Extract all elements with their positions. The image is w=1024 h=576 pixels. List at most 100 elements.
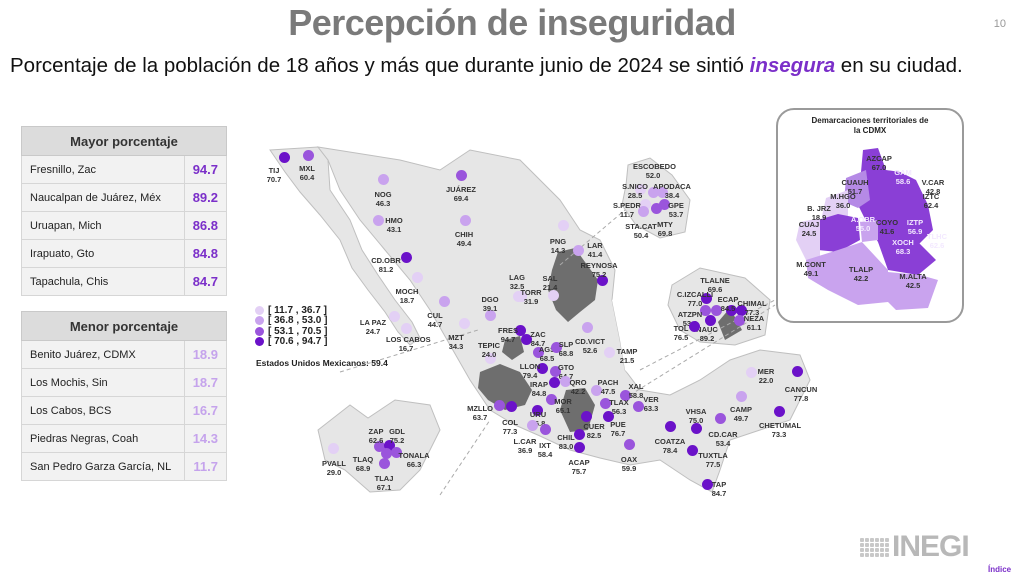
- city-name: Tapachula, Chis: [21, 267, 185, 296]
- subtitle-text-pre: Porcentaje de la población de 18 años y …: [10, 54, 750, 77]
- city-marker: [791, 365, 803, 377]
- city-label: TLALNE 69.6: [700, 276, 730, 294]
- city-label: ESCOBEDO 52.0: [633, 162, 676, 180]
- city-label: TAMP 21.5: [616, 347, 638, 365]
- city-value: 18.7: [183, 368, 228, 397]
- city-marker: [773, 405, 785, 417]
- city-name: Irapuato, Gto: [21, 239, 185, 268]
- city-marker: [710, 304, 722, 316]
- city-label: IXT 58.4: [537, 441, 553, 459]
- city-label: ATZPN 53.2: [677, 310, 703, 328]
- city-label: ACAP 75.7: [568, 458, 590, 476]
- city-marker: [700, 292, 712, 304]
- city-marker: [714, 412, 726, 424]
- city-marker: [656, 186, 668, 198]
- city-value: 89.2: [183, 183, 228, 212]
- table-row: Naucalpan de Juárez, Méx 89.2: [21, 183, 228, 212]
- city-marker: [550, 341, 562, 353]
- legend-label: [ 11.7 , 36.7 ]: [268, 304, 327, 316]
- city-label: MXL 60.4: [299, 164, 315, 182]
- city-marker: [539, 423, 551, 435]
- city-marker: [688, 320, 700, 332]
- city-marker: [745, 366, 757, 378]
- city-marker: [400, 251, 412, 263]
- city-value: 84.8: [183, 239, 228, 268]
- city-marker: [634, 183, 646, 195]
- subtitle: Porcentaje de la población de 18 años y …: [10, 52, 1015, 79]
- city-marker: [699, 304, 711, 316]
- city-label: TLAQ 68.9: [352, 455, 374, 473]
- city-label: SAL 21.4: [542, 274, 558, 292]
- city-label: ZAC 84.7: [530, 330, 546, 348]
- city-marker: [690, 422, 702, 434]
- city-marker: [512, 290, 524, 302]
- cdmx-map: [796, 148, 938, 310]
- city-label: C.IZCALLI 77.0: [676, 290, 714, 308]
- city-name: Los Cabos, BCS: [21, 396, 185, 425]
- city-label: HMO 43.1: [385, 216, 403, 234]
- inegi-logo: INEGI: [860, 530, 970, 564]
- city-label: FRES 94.7: [497, 326, 518, 344]
- city-marker: [545, 393, 557, 405]
- city-label: OAX 59.9: [620, 455, 638, 473]
- city-marker: [623, 438, 635, 450]
- legend-swatch: [255, 305, 264, 315]
- city-marker: [647, 186, 659, 198]
- city-value: 14.3: [183, 424, 228, 453]
- city-marker: [735, 304, 747, 316]
- city-label: TAP 84.7: [711, 480, 727, 498]
- city-label: NOG 46.3: [374, 190, 392, 208]
- city-label: TIJ 70.7: [266, 166, 282, 184]
- city-name: Los Mochis, Sin: [21, 368, 185, 397]
- table-row: Los Cabos, BCS 16.7: [21, 396, 228, 425]
- city-label: TEPIC 24.0: [477, 341, 501, 359]
- city-label: TLAJ 67.1: [374, 474, 394, 492]
- district-label: CUAUH 51.7: [841, 178, 869, 196]
- city-name: Piedras Negras, Coah: [21, 424, 185, 453]
- city-marker: [549, 365, 561, 377]
- city-marker: [619, 389, 631, 401]
- city-label: TORR 31.9: [520, 288, 542, 306]
- city-label: LA PAZ 24.7: [359, 318, 387, 336]
- city-label: APODACA 38.4: [653, 182, 691, 200]
- national-label: Estados Unidos Mexicanos:: [256, 358, 369, 368]
- city-marker: [411, 271, 423, 283]
- legend-swatch: [255, 316, 264, 326]
- table-row: Uruapan, Mich 86.8: [21, 211, 228, 240]
- city-label: CD.OBR 81.2: [371, 256, 401, 274]
- table-row: Irapuato, Gto 84.8: [21, 239, 228, 268]
- city-label: SLP 68.8: [558, 340, 574, 358]
- district-label: AZCAP 67.0: [866, 154, 892, 172]
- city-label: GTO 64.7: [557, 363, 575, 381]
- city-marker: [327, 442, 339, 454]
- cdmx-title: Demarcaciones territoriales de la CDMX: [778, 116, 962, 136]
- city-label: TUXTLA 77.5: [698, 451, 728, 469]
- city-marker: [704, 314, 716, 326]
- city-label: URU 86.8: [529, 410, 547, 428]
- legend-item: [ 70.6 , 94.7 ]: [255, 336, 327, 347]
- city-label: TOL 76.5: [673, 324, 689, 342]
- lowest-percentage-table: Menor porcentaje Benito Juárez, CDMX 18.9…: [21, 311, 228, 481]
- city-label: STA.CAT 50.4: [625, 222, 657, 240]
- table-row: Benito Juárez, CDMX 18.9: [21, 340, 228, 369]
- city-label: S.PEDR 11.7: [613, 201, 641, 219]
- city-marker: [372, 214, 384, 226]
- table-title: Menor porcentaje: [21, 311, 227, 341]
- index-link[interactable]: Índice: [988, 565, 1012, 574]
- city-marker: [637, 205, 649, 217]
- district-label: B. JRZ 18.9: [807, 204, 831, 222]
- city-marker: [603, 346, 615, 358]
- city-marker: [378, 457, 390, 469]
- city-marker: [735, 390, 747, 402]
- city-marker: [701, 478, 713, 490]
- city-marker: [377, 173, 389, 185]
- city-name: Uruapan, Mich: [21, 211, 185, 240]
- national-value: Estados Unidos Mexicanos: 59.4: [256, 358, 388, 368]
- district-label: A.OBR 55.0: [850, 215, 876, 233]
- city-marker: [557, 219, 569, 231]
- city-marker: [388, 310, 400, 322]
- city-label: ZAP 62.6: [368, 427, 384, 445]
- city-value: 18.9: [183, 340, 228, 369]
- table-row: San Pedro Garza García, NL 11.7: [21, 452, 228, 481]
- city-marker: [548, 376, 560, 388]
